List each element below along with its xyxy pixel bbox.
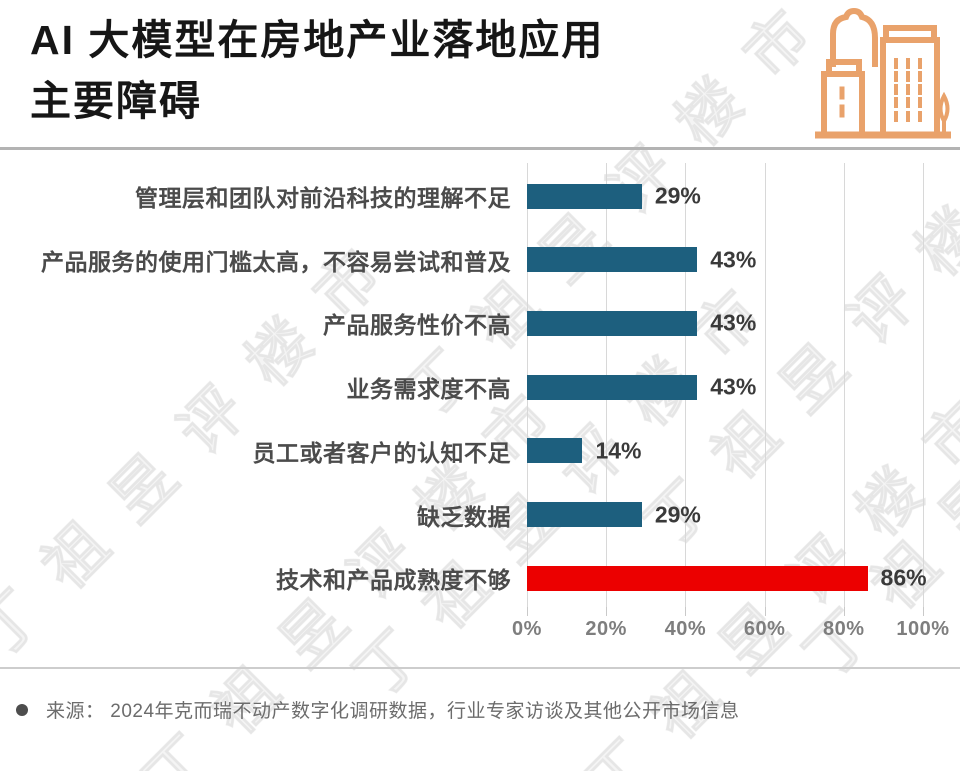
tick-mark [606, 607, 608, 616]
bar-track: 43% [527, 246, 925, 273]
bar-track: 43% [527, 309, 925, 336]
source-text: 来源： 2024年克而瑞不动产数字化调研数据，行业专家访谈及其他公开市场信息 [46, 701, 740, 722]
grid-line [764, 163, 766, 607]
category-label: 员工或者客户的认知不足 [252, 439, 511, 466]
chart-row: 缺乏数据 29% [0, 483, 960, 547]
chart-row: 产品服务的使用门槛太高，不容易尝试和普及 43% [0, 228, 960, 292]
category-label: 产品服务性价不高 [323, 312, 511, 339]
bar [527, 438, 583, 464]
page-title-line-1: AI 大模型在房地产业落地应用 [30, 17, 605, 63]
tick-mark [764, 607, 766, 616]
bar-track: 14% [527, 437, 925, 464]
bar [527, 502, 642, 527]
x-axis-tick-label: 60% [743, 618, 786, 640]
page-title: AI 大模型在房地产业落地应用 主要障碍 [30, 10, 604, 132]
page-title-line-2: 主要障碍 [30, 78, 202, 124]
x-axis-tick-label: 80% [823, 618, 865, 640]
value-label: 86% [880, 564, 927, 591]
bar [527, 565, 868, 591]
grid-line [843, 163, 845, 607]
bullet-icon [16, 703, 28, 716]
city-buildings-icon [815, 8, 951, 139]
header-divider [0, 147, 960, 150]
bar [527, 183, 642, 209]
bar [527, 247, 698, 273]
source-note: 来源： 2024年克而瑞不动产数字化调研数据，行业专家访谈及其他公开市场信息 [16, 696, 946, 723]
value-label: 29% [654, 501, 701, 527]
chart-row: 业务需求度不高 43% [0, 355, 960, 419]
grid-line [923, 163, 924, 607]
x-axis-tick-label: 20% [585, 618, 627, 640]
x-axis-labels: 0% 20% 40% 60% 80% 100% [512, 618, 949, 644]
category-label: 业务需求度不高 [346, 376, 511, 403]
x-axis-ticks [527, 607, 925, 616]
value-label: 14% [595, 437, 642, 464]
tick-mark [923, 607, 924, 616]
x-axis-tick-label: 100% [896, 618, 950, 640]
category-label: 产品服务的使用门槛太高，不容易尝试和普及 [41, 248, 511, 275]
category-label: 技术和产品成熟度不够 [276, 567, 511, 594]
category-label: 管理层和团队对前沿科技的理解不足 [135, 185, 511, 211]
footer-divider [0, 667, 960, 669]
chart-row: 产品服务性价不高 43% [0, 291, 960, 355]
chart-row: 管理层和团队对前沿科技的理解不足 29% [0, 164, 960, 228]
bar-track: 43% [527, 373, 925, 400]
bar [527, 310, 698, 336]
tick-mark [843, 607, 845, 616]
category-label: 缺乏数据 [417, 503, 511, 530]
bar-track: 29% [527, 501, 925, 527]
value-label: 43% [710, 246, 757, 273]
bar [527, 374, 698, 400]
bar-track: 29% [527, 182, 925, 209]
value-label: 29% [654, 182, 701, 209]
value-label: 43% [710, 309, 757, 336]
value-label: 43% [710, 373, 757, 400]
bar-track: 86% [527, 564, 927, 591]
x-axis-tick-label: 40% [664, 618, 707, 640]
x-axis-tick-label: 0% [512, 618, 542, 640]
chart-row: 员工或者客户的认知不足 14% [0, 419, 960, 483]
tick-mark [685, 607, 687, 616]
tick-mark [527, 607, 528, 616]
chart-row: 技术和产品成熟度不够 86% [0, 546, 960, 610]
